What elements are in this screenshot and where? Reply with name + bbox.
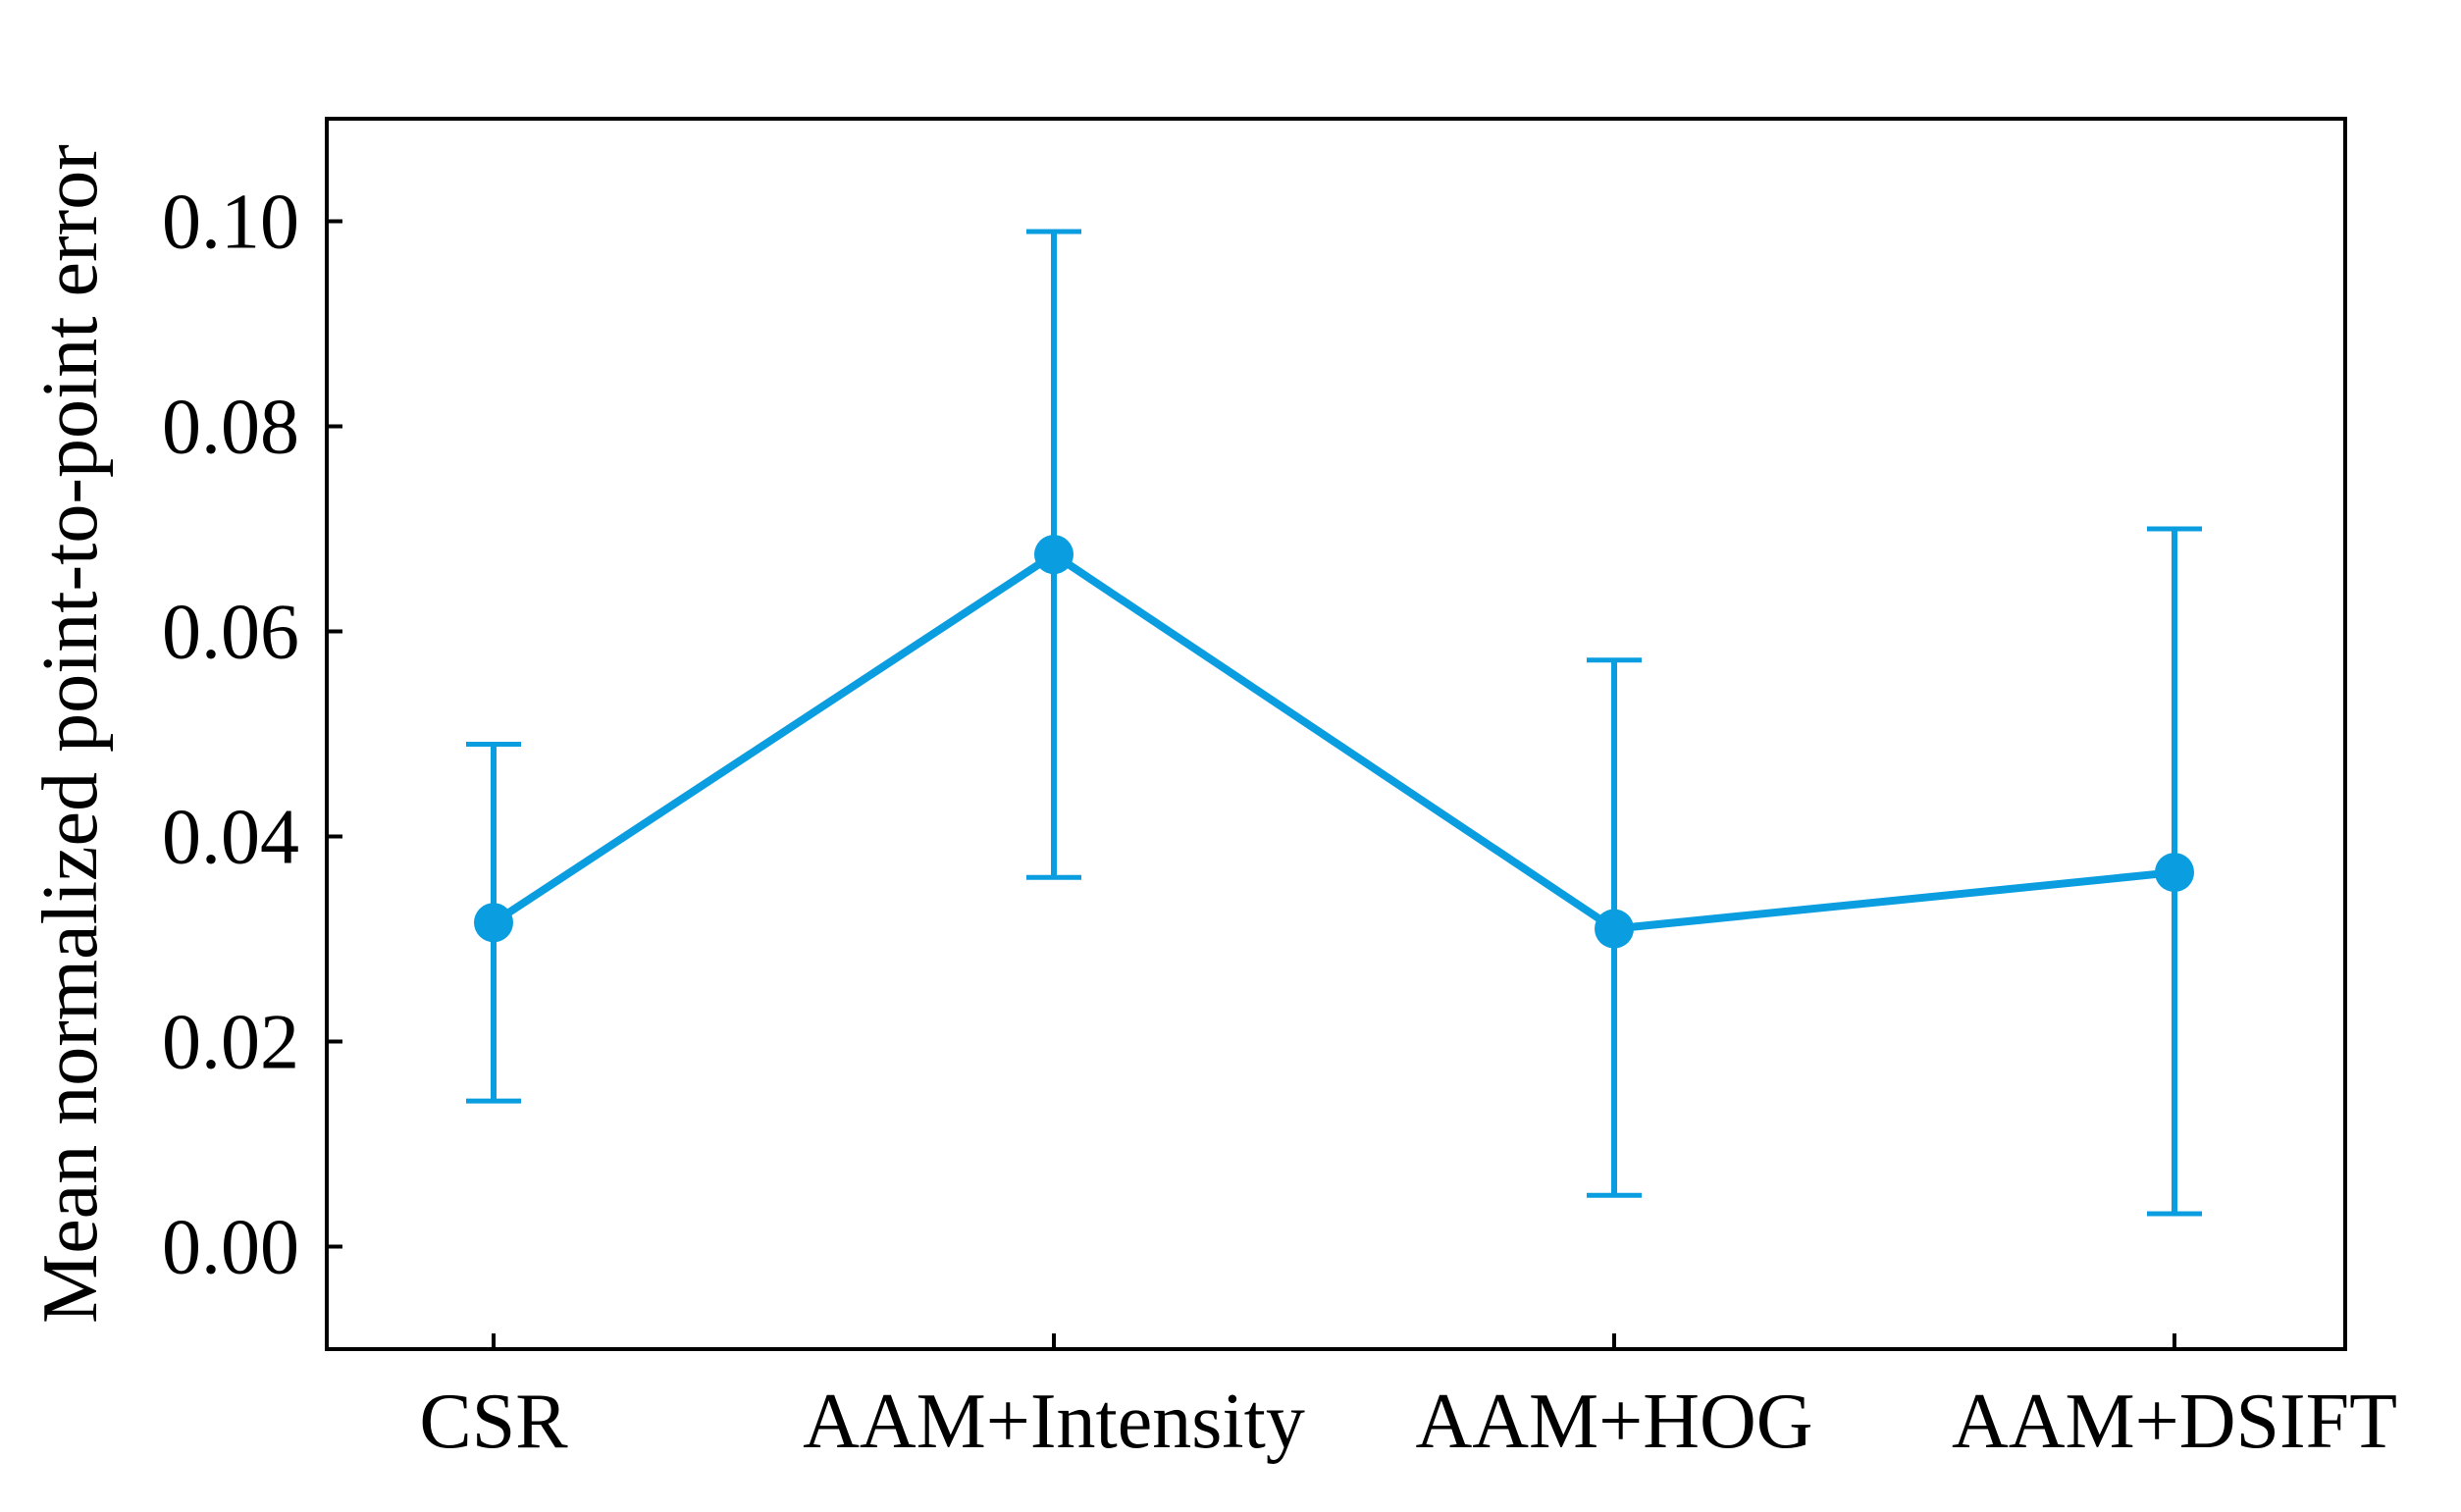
y-axis-label: Mean normalized point-to-point error [27,144,114,1324]
series-line [491,550,2175,933]
y-tick-label: 0.06 [162,590,299,676]
y-tick-label: 0.10 [162,180,299,266]
y-tick-label: 0.00 [162,1205,299,1291]
plot-area [327,119,2345,1349]
data-point [1595,909,1634,949]
data-point [2155,853,2194,893]
x-axis-ticks: CSR AAM+Intensity AAM+HOG AAM+DSIFT [419,1333,2397,1465]
y-axis-ticks: 0.00 0.02 0.04 0.06 0.08 0.10 [162,180,342,1291]
x-tick-label: CSR [419,1379,568,1465]
x-tick-label: AAM+Intensity [803,1379,1305,1465]
data-point [1034,535,1073,575]
plot-frame [325,117,2347,1351]
y-tick-label: 0.02 [162,1000,299,1086]
y-tick-label: 0.08 [162,385,299,471]
data-points [474,535,2194,949]
x-tick-label: AAM+DSIFT [1952,1379,2397,1465]
data-point [474,903,513,943]
x-tick-label: AAM+HOG [1415,1379,1812,1465]
y-tick-label: 0.04 [162,795,299,881]
